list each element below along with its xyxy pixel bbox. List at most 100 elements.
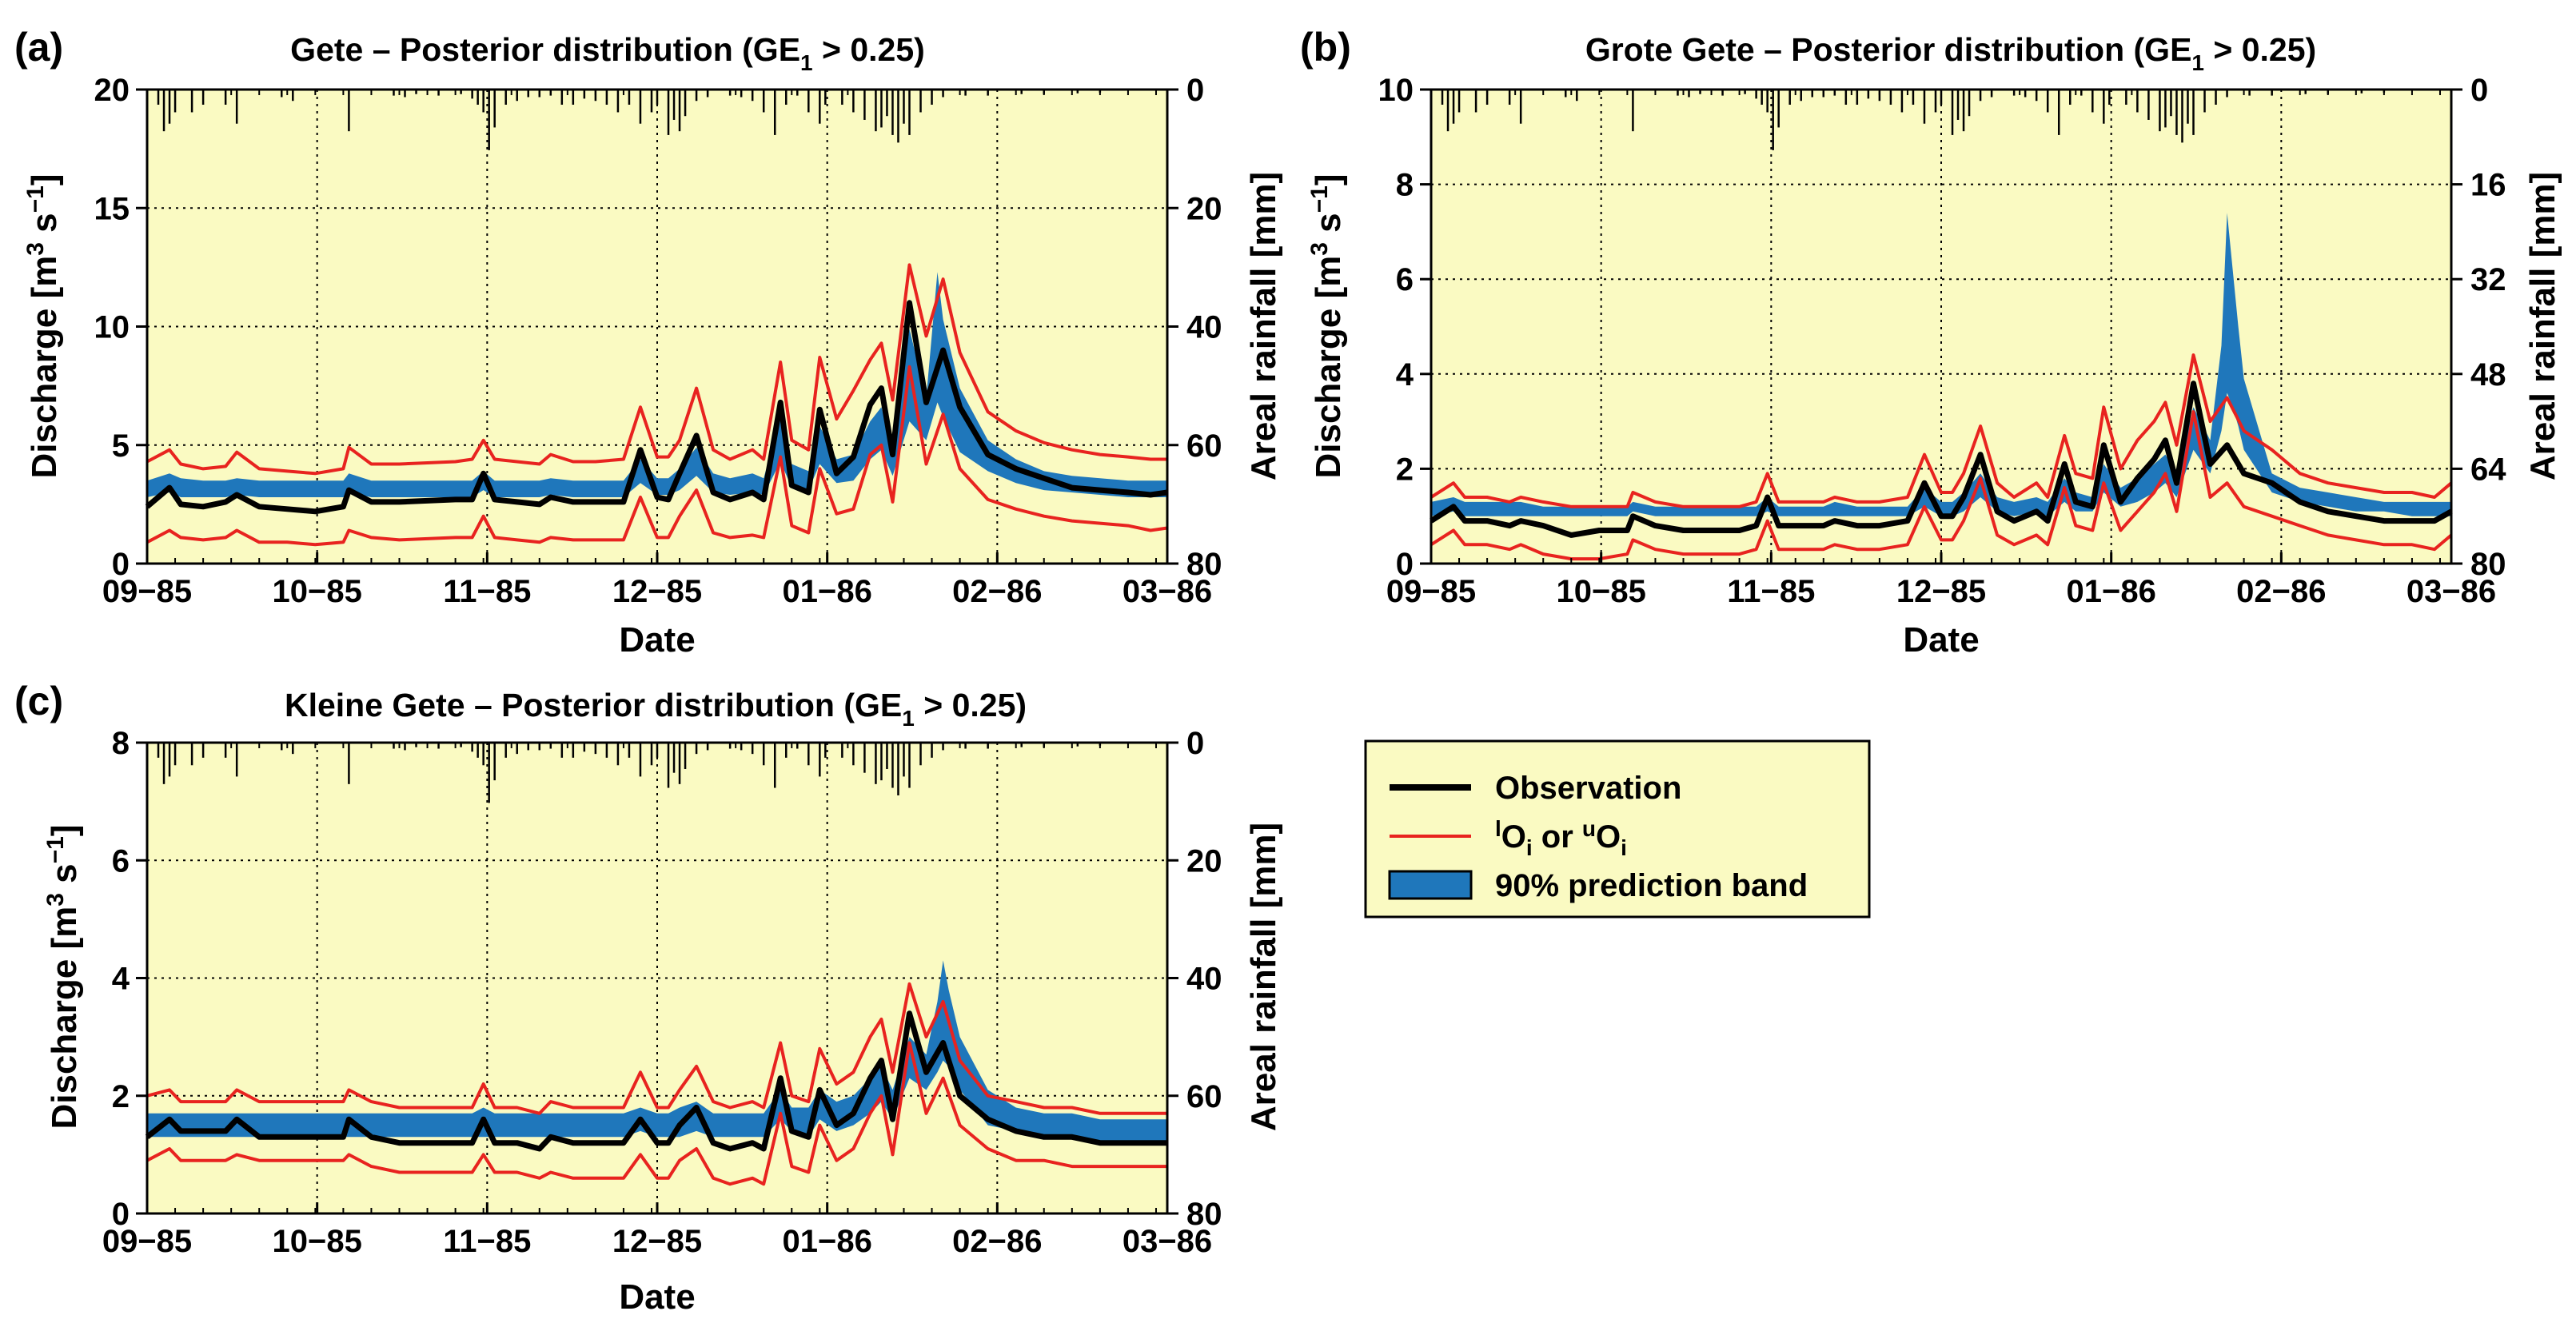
- panel-title-c: Kleine Gete – Posterior distribution (GE…: [285, 687, 1027, 731]
- x-axis-label-c: Date: [619, 1277, 695, 1317]
- y-axis-label-c: Discharge [m3 s−1]: [42, 824, 84, 1129]
- x-tick-label-a-3: 12−85: [612, 574, 702, 609]
- x-tick-label-a-2: 11−85: [443, 574, 531, 609]
- panel-label-b: (b): [1300, 25, 1351, 70]
- x-tick-label-a-6: 03−86: [1123, 574, 1212, 609]
- y2-tick-label-c-3: 60: [1186, 1079, 1222, 1114]
- observation-line-c: [145, 1010, 1167, 1152]
- prediction-band-b: [1431, 213, 2451, 516]
- x-tick-label-c-1: 10−85: [272, 1224, 361, 1259]
- y-tick-label-c-1: 2: [112, 1079, 130, 1114]
- y-ticks-c: 0 2 4 6 8: [112, 726, 147, 1232]
- y2-tick-label-c-1: 20: [1186, 843, 1222, 879]
- legend: Observation lOi or uOi 90% prediction ba…: [1364, 739, 1871, 919]
- legend-band-label: 90% prediction band: [1495, 868, 1808, 903]
- y-tick-label-c-2: 4: [112, 962, 130, 997]
- y2-ticks-c: 0 20 40 60 80: [1167, 726, 1222, 1232]
- y2-tick-label-b-2: 32: [2470, 262, 2506, 297]
- y2-axis-label-c: Areal rainfall [mm]: [1244, 823, 1283, 1131]
- lower-bound-line-c: [146, 1041, 1167, 1186]
- y-tick-label-c-0: 0: [112, 1197, 130, 1232]
- panel-title-a: Gete – Posterior distribution (GE1 > 0.2…: [290, 31, 925, 75]
- panel-a: (a) Gete – Posterior distribution (GE1 >…: [14, 25, 1283, 660]
- y-tick-label-a-3: 15: [94, 191, 130, 226]
- y2-tick-label-a-4: 80: [1186, 547, 1222, 582]
- prediction-band-c: [147, 960, 1167, 1143]
- x-ticks-a: 09−85 10−85 11−85 12−85 01−86 02−86 03−86: [102, 90, 1212, 609]
- panel-title-b: Grote Gete – Posterior distribution (GE1…: [1585, 31, 2316, 75]
- y-axis-label-a: Discharge [m3 s−1]: [22, 173, 64, 478]
- x-tick-label-a-1: 10−85: [272, 574, 361, 609]
- upper-bound-line-c: [146, 982, 1167, 1115]
- y-tick-label-a-1: 5: [112, 428, 130, 464]
- y2-tick-label-b-5: 80: [2470, 547, 2506, 582]
- y-tick-label-a-4: 20: [94, 73, 130, 108]
- y2-tick-label-c-2: 40: [1186, 962, 1222, 997]
- legend-observation-label: Observation: [1495, 771, 1681, 806]
- grid-c: [147, 743, 1167, 1213]
- y-tick-label-b-4: 8: [1396, 168, 1414, 203]
- x-tick-label-c-0: 09−85: [102, 1224, 192, 1259]
- y2-tick-label-c-4: 80: [1186, 1197, 1222, 1232]
- y2-tick-label-b-4: 64: [2470, 452, 2506, 487]
- x-tick-label-b-6: 03−86: [2407, 574, 2496, 609]
- panel-label-a: (a): [14, 25, 63, 70]
- y2-tick-label-c-0: 0: [1186, 726, 1204, 761]
- observation-line-a: [145, 300, 1168, 515]
- x-tick-label-a-5: 02−86: [952, 574, 1042, 609]
- y2-tick-label-b-1: 16: [2470, 168, 2506, 203]
- x-tick-label-c-6: 03−86: [1123, 1224, 1212, 1259]
- y2-axis-label-b: Areal rainfall [mm]: [2523, 172, 2562, 480]
- y-tick-label-b-5: 10: [1378, 73, 1414, 108]
- y-tick-label-c-3: 6: [112, 843, 130, 879]
- x-ticks-c: 09−85 10−85 11−85 12−85 01−86 02−86 03−86: [102, 743, 1212, 1259]
- x-axis-label-b: Date: [1903, 620, 1979, 660]
- y-axis-label-b: Discharge [m3 s−1]: [1306, 173, 1348, 478]
- y2-ticks-a: 0 20 40 60 80: [1167, 73, 1222, 582]
- y2-axis-label-a: Areal rainfall [mm]: [1244, 172, 1283, 480]
- legend-band-swatch: [1388, 870, 1473, 900]
- panel-c: (c) Kleine Gete – Posterior distribution…: [14, 679, 1283, 1317]
- x-tick-label-a-0: 09−85: [102, 574, 192, 609]
- x-tick-label-c-4: 01−86: [782, 1224, 871, 1259]
- panel-b: (b) Grote Gete – Posterior distribution …: [1300, 25, 2562, 660]
- x-tick-label-b-4: 01−86: [2066, 574, 2155, 609]
- y2-tick-label-a-1: 20: [1186, 191, 1222, 226]
- grid-a: [147, 90, 1167, 564]
- x-tick-label-c-5: 02−86: [952, 1224, 1042, 1259]
- y2-tick-label-a-2: 40: [1186, 310, 1222, 345]
- y-tick-label-b-3: 6: [1396, 262, 1414, 297]
- y-ticks-a: 0 5 10 15 20: [94, 73, 147, 582]
- y-tick-label-b-1: 2: [1396, 452, 1414, 487]
- y2-tick-label-b-0: 0: [2470, 73, 2488, 108]
- y-tick-label-b-2: 4: [1396, 357, 1414, 393]
- x-tick-label-b-0: 09−85: [1386, 574, 1476, 609]
- y2-ticks-b: 0 16 32 48 64 80: [2451, 73, 2506, 582]
- upper-bound-line-a: [146, 263, 1167, 476]
- legend-bounds-label: lOi or uOi: [1495, 816, 1627, 860]
- x-tick-label-b-2: 11−85: [1727, 574, 1815, 609]
- x-tick-label-b-5: 02−86: [2236, 574, 2326, 609]
- grid-b: [1431, 90, 2451, 564]
- y2-tick-label-a-3: 60: [1186, 428, 1222, 464]
- y-tick-label-c-4: 8: [112, 726, 130, 761]
- x-tick-label-c-3: 12−85: [612, 1224, 702, 1259]
- y-tick-label-a-0: 0: [112, 547, 130, 582]
- observation-line-b: [1430, 381, 2453, 538]
- y2-tick-label-a-0: 0: [1186, 73, 1204, 108]
- upper-bound-line-b: [1430, 353, 2453, 508]
- x-ticks-b: 09−85 10−85 11−85 12−85 01−86 02−86 03−86: [1386, 90, 2496, 609]
- x-axis-label-a: Date: [619, 620, 695, 660]
- panel-label-c: (c): [14, 679, 63, 723]
- y-ticks-b: 0 2 4 6 8 10: [1378, 73, 1431, 582]
- lower-bound-line-b: [1430, 410, 2453, 561]
- y2-tick-label-b-3: 48: [2470, 357, 2506, 393]
- x-tick-label-a-4: 01−86: [782, 574, 871, 609]
- y-tick-label-a-2: 10: [94, 310, 130, 345]
- x-tick-label-b-1: 10−85: [1556, 574, 1645, 609]
- rainfall-bars-b: [1441, 90, 2386, 150]
- x-tick-label-c-2: 11−85: [443, 1224, 531, 1259]
- lower-bound-line-a: [146, 365, 1168, 547]
- y-tick-label-b-0: 0: [1396, 547, 1414, 582]
